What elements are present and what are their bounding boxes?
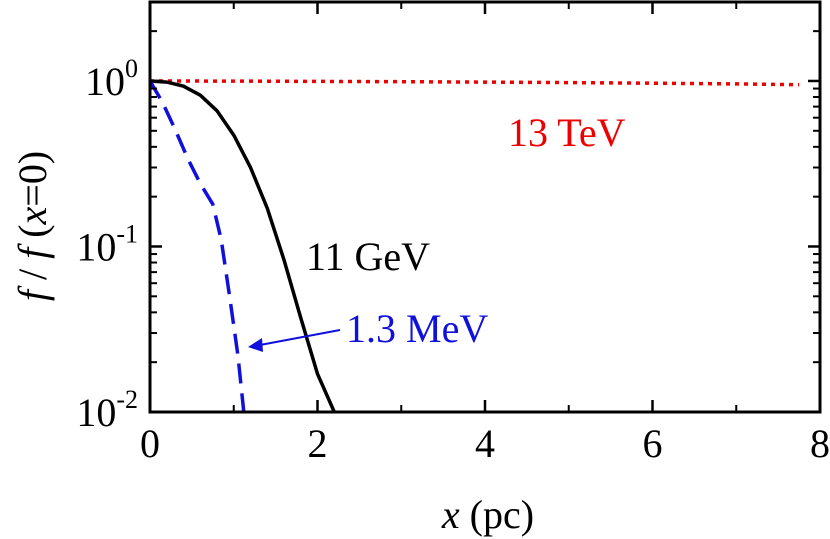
series-line-1-3-mev — [148, 80, 246, 413]
series-line-13-tev — [149, 79, 800, 87]
curves-layer — [148, 79, 800, 413]
y-tick-label: 100 — [85, 54, 138, 104]
annotations-layer: 13 TeV 11 GeV 1.3 MeV — [248, 110, 626, 352]
x-tick-label: 0 — [140, 421, 160, 466]
x-tick-label: 8 — [810, 421, 830, 466]
annotation-11-gev: 11 GeV — [306, 234, 430, 279]
x-tick-label: 6 — [643, 421, 663, 466]
y-axis-label: f / f (x=0) — [10, 151, 55, 301]
annotation-arrow-head — [248, 338, 263, 352]
annotation-arrow-line — [259, 329, 341, 346]
ticks-layer: 0 2 4 6 8 100 10-1 10-2 — [76, 2, 830, 466]
y-tick-label: 10-2 — [76, 385, 138, 435]
series-line-11-gev — [149, 79, 336, 413]
x-tick-label: 4 — [475, 421, 495, 466]
annotation-13-tev: 13 TeV — [508, 110, 626, 155]
annotation-1-3-mev: 1.3 MeV — [346, 306, 488, 351]
x-tick-label: 2 — [308, 421, 328, 466]
y-tick-label: 10-1 — [76, 219, 138, 269]
x-axis-label: x (pc) — [441, 492, 534, 537]
